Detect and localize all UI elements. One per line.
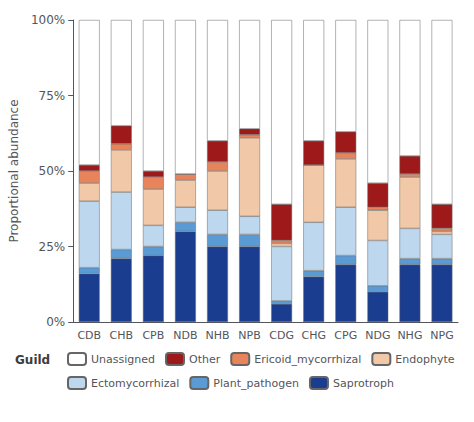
svg-text:NDG: NDG — [365, 329, 390, 342]
svg-text:CHG: CHG — [301, 329, 325, 342]
svg-text:CPG: CPG — [334, 329, 357, 342]
svg-text:0%: 0% — [46, 315, 65, 329]
svg-text:Ericoid_mycorrhizal: Ericoid_mycorrhizal — [254, 353, 361, 366]
svg-text:75%: 75% — [39, 89, 66, 103]
svg-text:Endophyte: Endophyte — [395, 353, 454, 366]
svg-text:CDG: CDG — [269, 329, 294, 342]
svg-text:CPB: CPB — [142, 329, 164, 342]
svg-text:CDB: CDB — [77, 329, 101, 342]
svg-text:50%: 50% — [39, 164, 66, 178]
svg-text:NHG: NHG — [397, 329, 422, 342]
svg-text:NPG: NPG — [430, 329, 453, 342]
svg-text:NHB: NHB — [205, 329, 229, 342]
svg-text:Unassigned: Unassigned — [91, 353, 155, 366]
svg-text:Ectomycorrhizal: Ectomycorrhizal — [91, 377, 179, 390]
svg-text:NPB: NPB — [238, 329, 260, 342]
svg-text:Other: Other — [189, 353, 221, 366]
svg-text:Saprotroph: Saprotroph — [333, 377, 394, 390]
svg-text:Guild: Guild — [15, 353, 50, 367]
svg-text:Proportional abundance: Proportional abundance — [7, 99, 21, 242]
svg-text:NDB: NDB — [173, 329, 197, 342]
svg-text:25%: 25% — [39, 240, 66, 254]
svg-text:Plant_pathogen: Plant_pathogen — [213, 377, 299, 390]
svg-text:CHB: CHB — [110, 329, 134, 342]
svg-text:100%: 100% — [31, 13, 65, 27]
